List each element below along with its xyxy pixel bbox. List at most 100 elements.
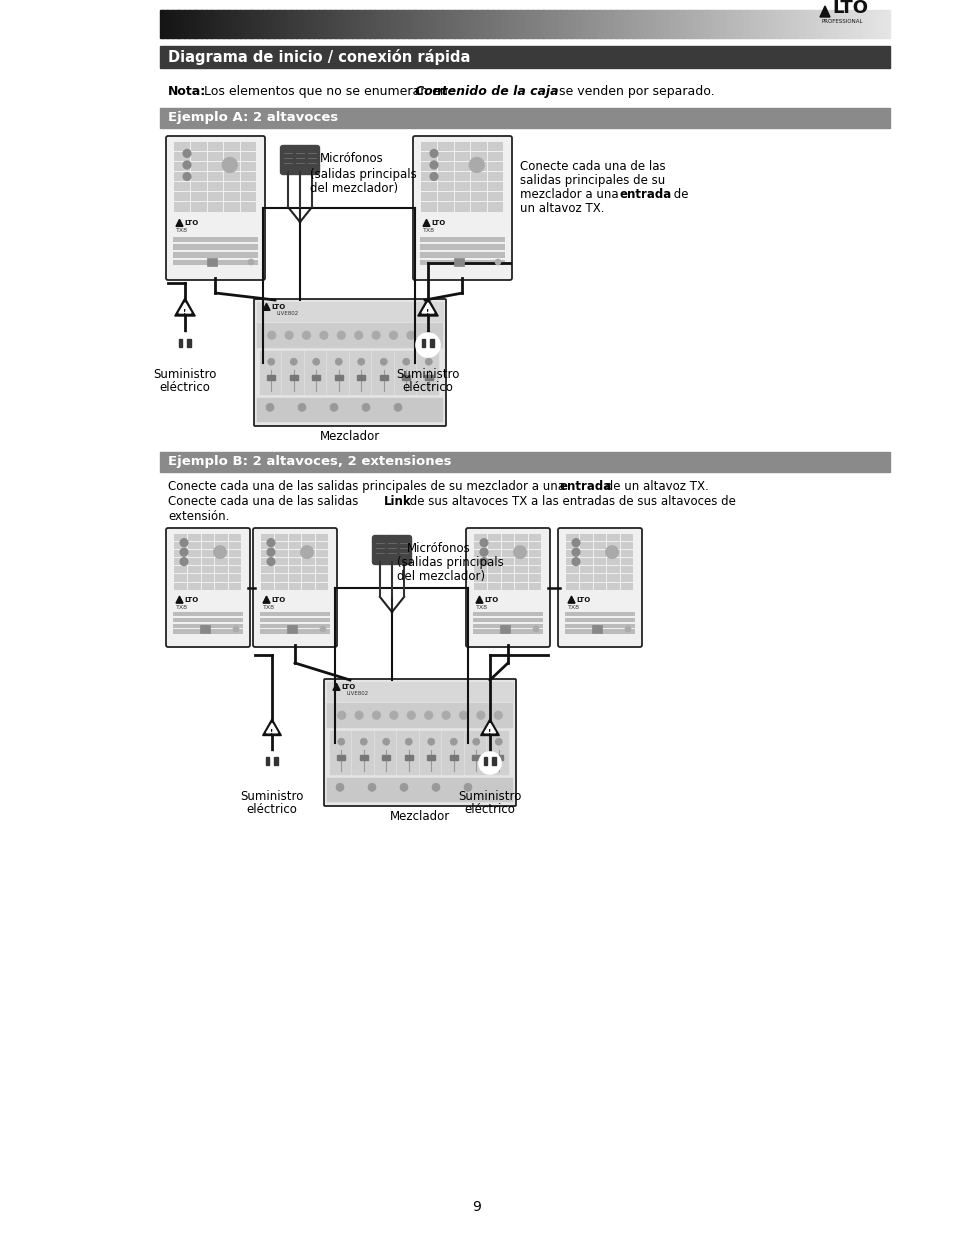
Circle shape xyxy=(425,358,432,366)
Bar xyxy=(303,10,306,38)
Bar xyxy=(809,10,812,38)
Bar xyxy=(289,566,301,573)
Bar xyxy=(551,10,554,38)
Circle shape xyxy=(335,783,344,792)
Bar xyxy=(620,534,633,541)
Bar xyxy=(519,10,522,38)
Bar xyxy=(515,10,517,38)
Bar xyxy=(290,374,297,379)
Bar xyxy=(607,566,619,573)
Bar xyxy=(261,566,274,573)
Bar xyxy=(162,10,165,38)
Bar xyxy=(528,566,541,573)
Bar xyxy=(607,583,619,590)
Bar xyxy=(620,558,633,566)
Bar xyxy=(289,534,301,541)
Circle shape xyxy=(416,333,439,357)
Bar xyxy=(315,534,328,541)
Text: LIVE802: LIVE802 xyxy=(347,692,369,697)
Bar xyxy=(379,374,387,379)
Bar xyxy=(437,193,454,201)
Circle shape xyxy=(183,173,191,180)
Bar xyxy=(215,566,228,573)
Bar xyxy=(464,731,486,774)
Circle shape xyxy=(418,336,436,354)
Bar xyxy=(229,550,241,557)
Bar xyxy=(563,10,566,38)
Bar xyxy=(417,10,420,38)
Bar xyxy=(208,152,223,161)
Bar xyxy=(532,10,535,38)
Bar xyxy=(461,10,464,38)
Bar xyxy=(765,10,768,38)
Circle shape xyxy=(624,626,630,632)
Bar xyxy=(298,10,301,38)
Bar xyxy=(302,534,314,541)
Bar xyxy=(629,10,632,38)
Bar xyxy=(339,10,343,38)
Circle shape xyxy=(335,358,342,366)
Bar xyxy=(690,10,693,38)
Bar xyxy=(215,550,228,557)
Bar xyxy=(612,10,615,38)
Bar xyxy=(607,542,619,548)
Bar xyxy=(209,10,212,38)
Bar xyxy=(762,10,765,38)
Bar xyxy=(237,10,240,38)
Circle shape xyxy=(479,538,488,547)
Bar xyxy=(174,534,187,541)
Circle shape xyxy=(572,548,579,556)
Bar xyxy=(646,10,649,38)
Bar xyxy=(320,10,323,38)
Bar xyxy=(188,338,191,347)
Bar xyxy=(342,10,345,38)
Bar xyxy=(833,10,836,38)
Bar xyxy=(751,10,754,38)
Bar xyxy=(191,162,207,170)
Bar xyxy=(289,10,292,38)
Bar xyxy=(421,162,436,170)
Bar xyxy=(413,10,416,38)
Bar xyxy=(487,731,509,774)
Circle shape xyxy=(180,538,188,547)
Bar xyxy=(882,10,884,38)
Bar xyxy=(350,10,353,38)
Text: del mezclador): del mezclador) xyxy=(310,182,397,195)
Bar xyxy=(229,542,241,548)
Bar xyxy=(697,10,700,38)
Polygon shape xyxy=(262,719,281,736)
Circle shape xyxy=(180,558,188,566)
Bar xyxy=(261,550,274,557)
Bar xyxy=(641,10,644,38)
Bar xyxy=(579,558,592,566)
Bar xyxy=(215,574,228,582)
Text: eléctrico: eléctrico xyxy=(246,803,297,816)
Bar xyxy=(229,583,241,590)
Bar xyxy=(593,583,606,590)
Bar xyxy=(437,203,454,211)
Bar xyxy=(473,618,542,622)
Bar xyxy=(884,10,887,38)
Bar xyxy=(458,10,462,38)
Circle shape xyxy=(459,711,467,719)
Bar xyxy=(501,542,514,548)
Polygon shape xyxy=(333,683,339,690)
Bar xyxy=(419,237,504,242)
Text: !: ! xyxy=(183,309,187,315)
Circle shape xyxy=(233,626,239,632)
Bar xyxy=(302,558,314,566)
Bar xyxy=(276,10,279,38)
Bar xyxy=(359,755,367,760)
FancyBboxPatch shape xyxy=(253,529,336,647)
Bar xyxy=(279,10,282,38)
Bar xyxy=(286,10,289,38)
Bar xyxy=(241,152,256,161)
Bar xyxy=(224,182,239,191)
Bar xyxy=(579,542,592,548)
Bar xyxy=(826,10,829,38)
Bar xyxy=(333,10,335,38)
Bar xyxy=(501,534,514,541)
Bar xyxy=(466,10,469,38)
Bar xyxy=(515,574,527,582)
Bar xyxy=(208,142,223,151)
